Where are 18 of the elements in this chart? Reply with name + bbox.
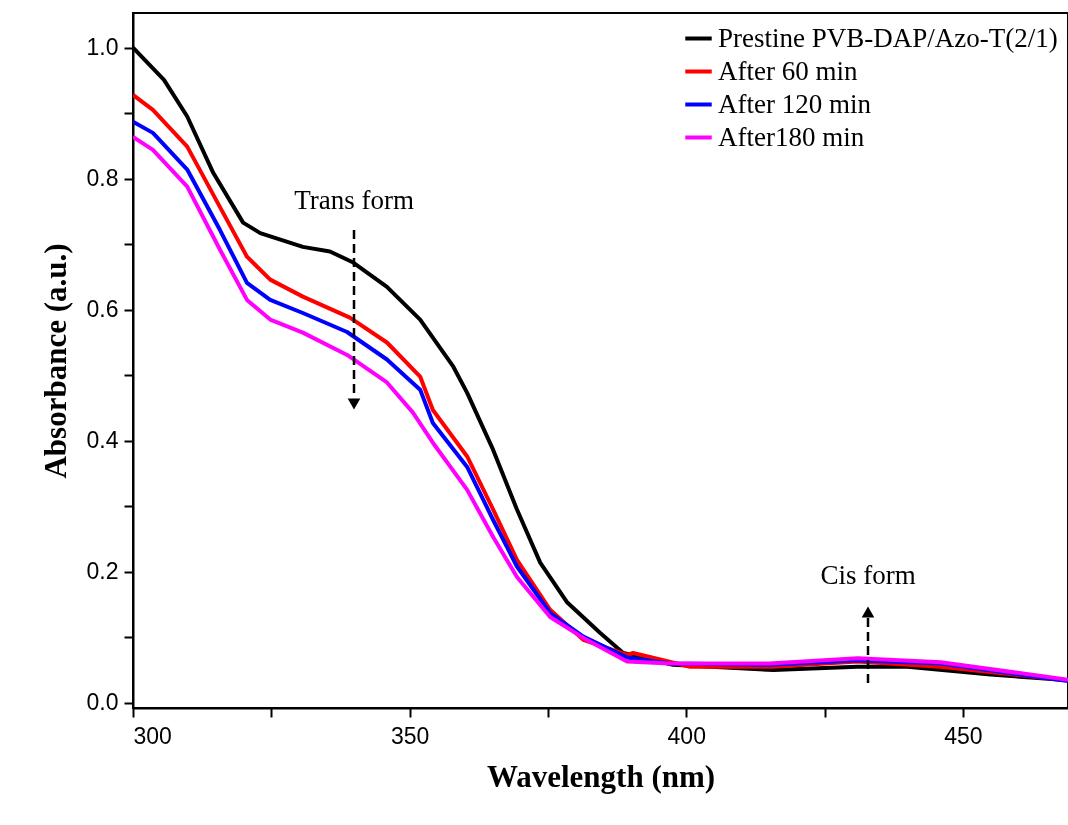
x-tick-label: 350 [390,722,430,749]
x-tick-label: 300 [133,722,172,749]
y-axis-title: Absorbance (a.u.) [37,243,73,479]
legend-label: After 120 min [718,88,872,119]
x-axis-title: Wavelength (nm) [486,758,716,794]
y-tick-label: 0.6 [86,296,119,323]
x-tick-label: 400 [667,722,706,749]
y-tick-label: 0.8 [86,165,119,192]
annotation: Trans form [294,185,414,215]
x-tick-label: 450 [944,722,983,749]
y-tick-label: 0.2 [86,558,119,585]
y-tick-label: 1.0 [86,34,119,61]
legend-label: After 60 min [718,55,858,86]
y-tick-label: 0.0 [86,689,119,716]
legend-label: After180 min [718,121,865,152]
legend-label: Prestine PVB-DAP/Azo-T(2/1) [718,22,1058,53]
y-tick-label: 0.4 [86,427,119,454]
annotation: Cis form [820,560,916,590]
